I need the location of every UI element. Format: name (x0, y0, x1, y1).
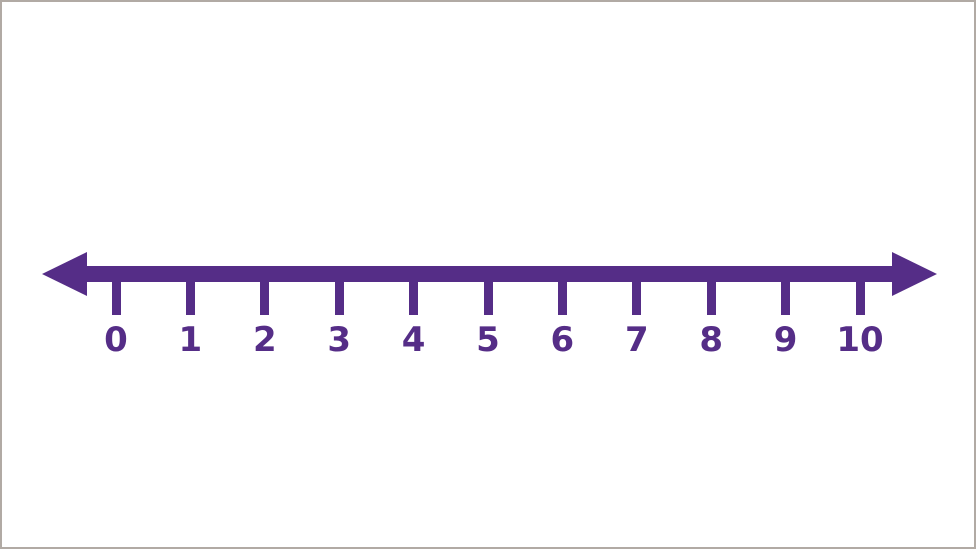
tick-mark-6 (557, 274, 567, 315)
tick-mark-4 (409, 274, 419, 315)
tick-label-10: 10 (836, 320, 884, 360)
tick-mark-3 (334, 274, 344, 315)
tick-mark-8 (706, 274, 716, 315)
tick-mark-10 (855, 274, 865, 315)
tick-mark-1 (185, 274, 195, 315)
tick-label-9: 9 (773, 320, 798, 360)
left-arrowhead-icon (42, 252, 87, 296)
tick-label-6: 6 (550, 320, 575, 360)
tick-mark-5 (483, 274, 493, 315)
right-arrowhead-icon (892, 252, 937, 296)
tick-label-8: 8 (699, 320, 724, 360)
tick-label-1: 1 (178, 320, 203, 360)
tick-label-2: 2 (252, 320, 277, 360)
tick-label-0: 0 (104, 320, 128, 360)
tick-mark-9 (781, 274, 791, 315)
tick-label-3: 3 (327, 320, 352, 360)
tick-label-7: 7 (624, 320, 649, 360)
tick-label-4: 4 (401, 320, 426, 360)
tick-mark-2 (260, 274, 270, 315)
tick-mark-7 (632, 274, 642, 315)
tick-label-5: 5 (476, 320, 500, 360)
tick-mark-0 (111, 274, 121, 315)
